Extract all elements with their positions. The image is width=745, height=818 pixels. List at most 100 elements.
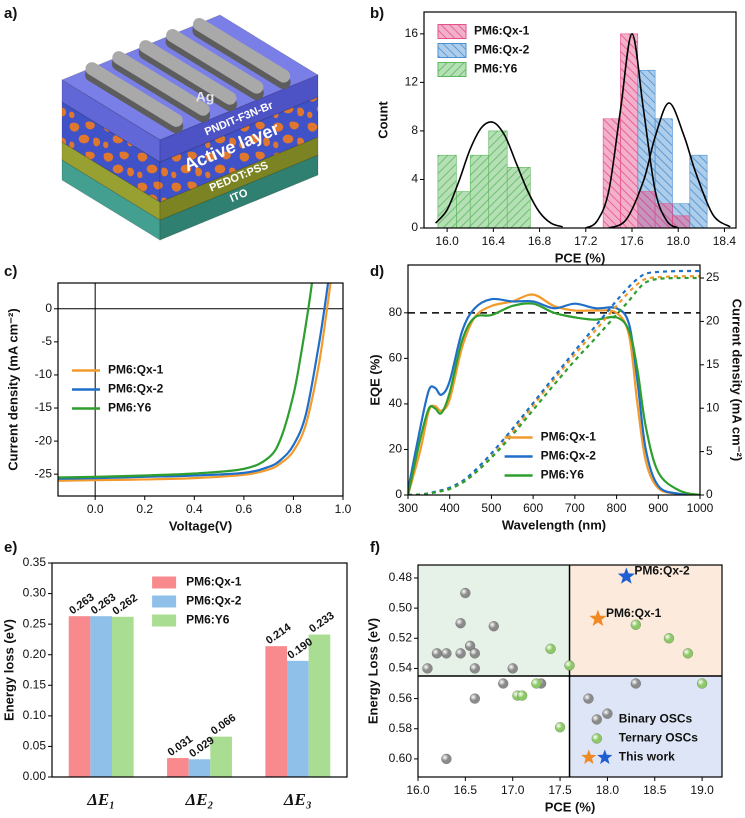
star-marker [617, 567, 635, 584]
y-tick-label: 0.20 [23, 647, 47, 661]
point [464, 640, 476, 652]
legend-label: PM6:Qx-2 [541, 449, 597, 463]
legend-label: PM6:Qx-1 [474, 24, 530, 38]
value-label: 0.214 [264, 621, 294, 647]
point [455, 617, 466, 629]
y-tick-label: 4 [411, 172, 418, 186]
point [455, 648, 466, 659]
x-axis-label: Voltage(V) [169, 518, 232, 533]
line-series [408, 302, 700, 495]
x-tick-label: 16.0 [406, 783, 430, 797]
y-axis-label: Energy Loss (eV) [365, 618, 380, 724]
point-label: PM6:Qx-1 [606, 606, 662, 620]
y-axis-label: Count [375, 101, 390, 139]
y2-axis-label: Current density (mA cm⁻²) [730, 299, 745, 461]
point [441, 648, 452, 659]
x-tick-label: 900 [648, 501, 668, 515]
point [422, 663, 433, 674]
point [696, 678, 708, 689]
histogram-bar [456, 191, 471, 228]
histogram-bar [506, 167, 531, 228]
legend-label: Binary OSCs [619, 712, 693, 726]
x-tick-label: 18.5 [643, 783, 667, 797]
legend-label: Ternary OSCs [619, 731, 698, 745]
x-axis-label: Wavelength (nm) [502, 517, 606, 532]
x-tick-label: 800 [607, 501, 627, 515]
line-series [408, 293, 700, 495]
y-tick-label: 0.30 [23, 586, 47, 600]
x-tick-label: 16.8 [528, 234, 552, 248]
bar [308, 634, 331, 777]
y-tick-label: 0.35 [23, 555, 47, 569]
legend-label: PM6:Y6 [541, 468, 585, 482]
point [469, 693, 481, 704]
y-tick-label: 0 [411, 220, 418, 234]
x-tick-label: 1.0 [335, 502, 352, 516]
point [564, 660, 575, 671]
y2-tick-label: 25 [706, 270, 720, 284]
x-axis-label: PCE (%) [545, 799, 596, 814]
y-tick-label: -5 [41, 334, 52, 348]
x-tick-label: 17.0 [501, 783, 525, 797]
quadrant [418, 565, 570, 676]
panel-label: d) [370, 263, 384, 280]
bar [188, 759, 211, 777]
line-series [408, 275, 700, 495]
plot-area [434, 33, 731, 228]
legend-swatch [152, 595, 177, 608]
y-axis-label: Energy loss (eV) [1, 619, 16, 721]
electrode [139, 40, 237, 105]
x-tick-label: 600 [523, 501, 543, 515]
x-tick-label: 17.6 [620, 234, 644, 248]
legend-label: PM6:Qx-2 [186, 594, 242, 608]
y-tick-label: 0.56 [389, 691, 413, 705]
bar [287, 660, 309, 777]
y-tick-label: 0.60 [389, 751, 413, 765]
point [469, 648, 481, 659]
panel-label: b) [370, 5, 384, 22]
point [516, 690, 528, 701]
fit-curve [434, 121, 563, 228]
electrode [192, 18, 291, 83]
legend-swatch [152, 576, 177, 589]
histogram-bar [488, 130, 508, 228]
x-tick-label: 19.0 [690, 783, 714, 797]
point [497, 678, 509, 689]
y-tick-label: -15 [35, 400, 53, 414]
line-series [58, 283, 314, 479]
x-tick-label: 0.6 [236, 502, 253, 516]
point [441, 753, 452, 765]
x-tick-label: 0.2 [136, 502, 153, 516]
value-label: 0.233 [307, 610, 336, 636]
x-tick-label: ΔE₂ [185, 790, 214, 809]
x-tick-label: 18.4 [713, 234, 737, 248]
bar [265, 646, 288, 777]
value-label: 0.066 [209, 712, 238, 738]
legend-label: PM6:Qx-1 [186, 575, 242, 589]
y2-tick-label: 15 [706, 357, 720, 371]
x-tick-label: 1000 [687, 501, 714, 515]
point [460, 587, 471, 599]
legend-label: PM6:Qx-2 [474, 43, 530, 57]
legend-swatch [597, 749, 613, 764]
panel-label: c) [4, 263, 17, 280]
point [682, 648, 694, 659]
histogram-bar [469, 154, 490, 228]
plot-frame [417, 564, 723, 778]
point [602, 708, 613, 719]
plot-area [68, 616, 331, 777]
panel-label: e) [4, 539, 17, 556]
histogram-bar [672, 215, 691, 228]
bar [90, 616, 112, 777]
bar [167, 758, 189, 777]
plot-frame [57, 282, 344, 497]
plot-frame [407, 264, 701, 496]
plot-area [58, 283, 343, 496]
panel-label: f) [370, 539, 380, 556]
layer-side [159, 136, 319, 221]
legend-label: PM6:Qx-2 [108, 382, 164, 396]
legend-swatch [437, 43, 467, 58]
line-series [408, 269, 700, 495]
point [431, 648, 443, 659]
